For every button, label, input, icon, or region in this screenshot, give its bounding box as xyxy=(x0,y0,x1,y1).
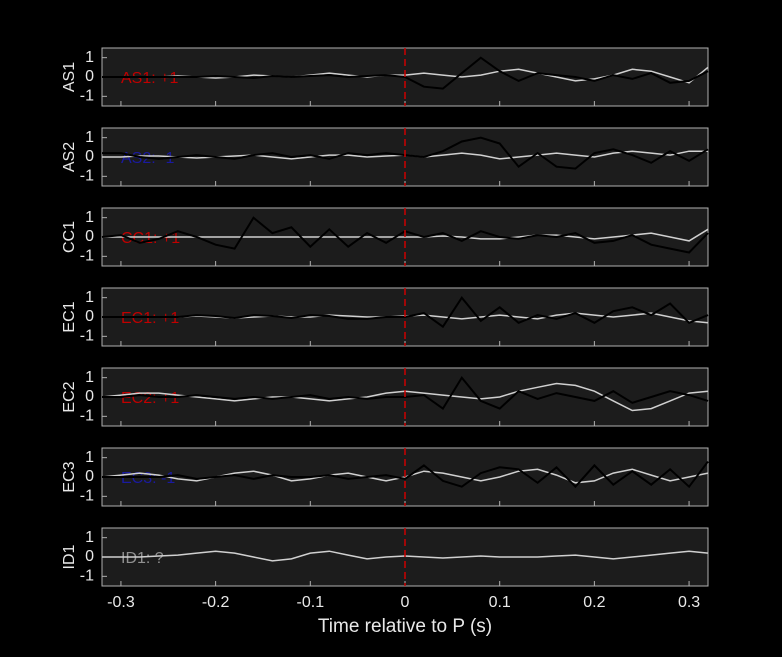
y-axis-label: AS1 xyxy=(61,62,78,92)
x-tick-label: -0.2 xyxy=(202,594,230,611)
y-axis-label: CC1 xyxy=(61,221,78,253)
station-label: CC1: +1 xyxy=(121,230,180,247)
y-tick-label: 0 xyxy=(85,548,94,565)
y-tick-label: 0 xyxy=(85,148,94,165)
y-tick-label: -1 xyxy=(80,88,94,105)
station-label: EC3: -1 xyxy=(121,470,175,487)
y-tick-label: 1 xyxy=(85,369,94,386)
y-tick-label: 0 xyxy=(85,388,94,405)
y-tick-label: 1 xyxy=(85,49,94,66)
y-tick-label: -1 xyxy=(80,408,94,425)
station-label: ID1: ? xyxy=(121,550,164,567)
x-tick-label: 0.1 xyxy=(489,594,511,611)
y-tick-label: 0 xyxy=(85,468,94,485)
y-tick-label: 1 xyxy=(85,529,94,546)
x-tick-label: 0 xyxy=(401,594,410,611)
trace xyxy=(102,460,709,489)
x-tick-label: 0.2 xyxy=(583,594,605,611)
y-tick-label: -1 xyxy=(80,248,94,265)
y-tick-label: 0 xyxy=(85,68,94,85)
station-label: EC1: +1 xyxy=(121,310,179,327)
y-tick-label: 1 xyxy=(85,209,94,226)
y-tick-label: -1 xyxy=(80,328,94,345)
y-tick-label: -1 xyxy=(80,568,94,585)
y-tick-label: 1 xyxy=(85,449,94,466)
y-axis-label: EC2 xyxy=(61,381,78,412)
station-label: AS1: +1 xyxy=(121,70,178,87)
y-tick-label: -1 xyxy=(80,488,94,505)
x-tick-label: -0.1 xyxy=(297,594,325,611)
y-tick-label: -1 xyxy=(80,168,94,185)
y-tick-label: 1 xyxy=(85,289,94,306)
y-tick-label: 0 xyxy=(85,228,94,245)
y-axis-label: AS2 xyxy=(61,142,78,172)
x-axis-label: Time relative to P (s) xyxy=(318,616,492,637)
y-axis-label: EC3 xyxy=(61,461,78,492)
y-tick-label: 0 xyxy=(85,308,94,325)
y-axis-label: EC1 xyxy=(61,301,78,332)
y-axis-label: ID1 xyxy=(61,544,78,569)
y-tick-label: 1 xyxy=(85,129,94,146)
x-tick-label: -0.3 xyxy=(107,594,135,611)
x-tick-label: 0.3 xyxy=(678,594,700,611)
